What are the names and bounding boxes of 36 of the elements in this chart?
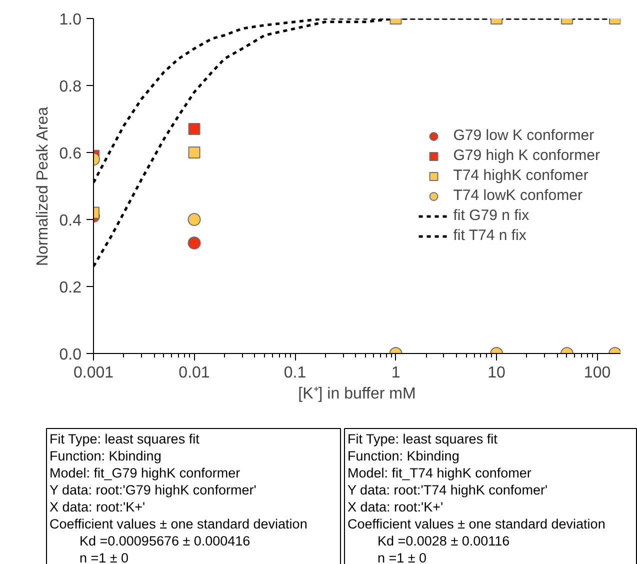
text: Y data: root:'G79 highK conformer': [50, 482, 256, 498]
text: n =1 ± 0: [378, 550, 427, 564]
text: X data: root:'K+': [50, 500, 146, 514]
text: Coefficient values ± one standard deviation: [348, 516, 606, 532]
y-tick-label: 1.0: [59, 12, 82, 28]
text: n =1 ± 0: [80, 550, 129, 564]
x-axis-title: [K⁺] in buffer mM: [298, 386, 416, 402]
legend-label: fit G79 n fix: [453, 207, 530, 224]
y-tick-label: 0.6: [59, 146, 82, 162]
x-tick-label: 0.1: [284, 364, 306, 382]
y-tick-label: 0.8: [59, 78, 82, 96]
legend-label: G79 high K conformer: [453, 147, 600, 164]
text: Function: Kbinding: [348, 448, 460, 464]
text: Coefficient values ± one standard deviation: [50, 516, 308, 532]
x-tick-label: 0.01: [178, 364, 210, 382]
y-axis-title: Normalized Peak Area: [34, 106, 52, 266]
x-tick-label: 10: [488, 364, 506, 382]
text: Fit Type: least squares fit: [348, 432, 498, 446]
x-tick-label: 100: [584, 364, 611, 382]
text: Model: fit_G79 highK conformer: [50, 466, 241, 480]
legend-label: T74 lowK confomer: [453, 187, 582, 204]
x-tick-label: 1: [391, 364, 400, 382]
text: Kd =0.00095676 ± 0.000416: [80, 534, 250, 548]
legend-label: G79 low K conformer: [453, 127, 594, 144]
y-tick-label: 0.4: [59, 212, 82, 230]
text: Y data: root:'T74 highK confomer': [348, 482, 548, 498]
text: Kd =0.0028 ± 0.00116: [378, 534, 510, 548]
y-tick-label: 0.2: [59, 280, 82, 296]
legend-label: T74 highK confomer: [453, 167, 588, 184]
text: Function: Kbinding: [50, 448, 162, 464]
text: X data: root:'K+': [348, 500, 444, 514]
y-tick-label: 0.0: [59, 346, 82, 364]
text: Fit Type: least squares fit: [50, 432, 200, 446]
x-tick-label: 0.001: [73, 364, 114, 382]
text: Model: fit_T74 highK confomer: [348, 466, 532, 480]
legend-label: fit T74 n fix: [453, 227, 526, 244]
